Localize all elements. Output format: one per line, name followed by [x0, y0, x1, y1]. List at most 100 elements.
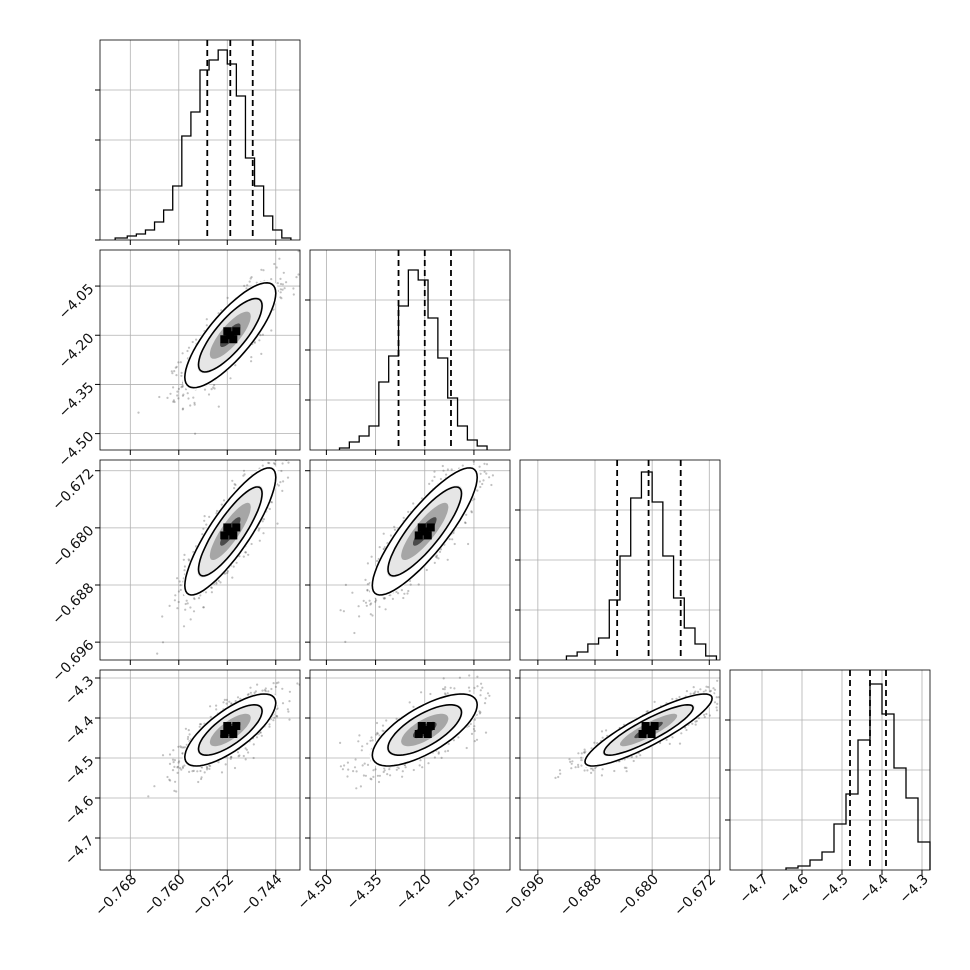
panel-frame: [99, 669, 301, 871]
scatter-point: [479, 711, 482, 714]
scatter-point: [272, 682, 275, 685]
scatter-point: [187, 558, 190, 561]
scatter-point: [472, 460, 475, 463]
scatter-point: [203, 388, 207, 391]
y-tick-label: −4.5: [62, 753, 97, 788]
scatter-point: [172, 386, 175, 389]
scatter-point: [234, 700, 237, 703]
density-core: [232, 327, 241, 336]
scatter-point: [292, 287, 295, 290]
histogram-step: [565, 471, 718, 660]
scatter-point: [488, 445, 490, 447]
scatter-point: [202, 606, 205, 609]
scatter-point: [485, 472, 488, 475]
scatter-point: [181, 385, 184, 388]
scatter-point: [397, 767, 400, 770]
scatter-point: [213, 384, 216, 387]
scatter-point: [186, 349, 189, 353]
scatter-point: [229, 757, 232, 761]
scatter-point: [346, 775, 349, 778]
scatter-point: [233, 483, 236, 486]
scatter-point: [205, 318, 208, 321]
scatter-point: [193, 403, 196, 406]
scatter-point: [226, 571, 229, 575]
scatter-point: [366, 589, 369, 592]
scatter-point: [484, 731, 488, 734]
panel-frame: [99, 459, 301, 661]
scatter-point: [262, 518, 266, 521]
scatter-point: [425, 568, 428, 572]
scatter-point: [441, 464, 444, 468]
scatter-point: [364, 601, 368, 604]
scatter-point: [259, 334, 262, 337]
scatter-point: [189, 404, 192, 407]
scatter-point: [401, 775, 404, 778]
scatter-point: [254, 690, 257, 693]
scatter-point: [187, 397, 190, 400]
scatter-point: [242, 474, 245, 477]
scatter-point: [181, 752, 184, 755]
scatter-point: [484, 697, 487, 700]
scatter-point: [261, 520, 264, 523]
scatter-point: [435, 556, 438, 559]
scatter-point: [431, 479, 434, 482]
density-core: [229, 335, 238, 344]
scatter-point: [473, 729, 476, 733]
scatter-point: [180, 746, 183, 749]
scatter-point: [232, 565, 235, 568]
scatter-point: [479, 689, 482, 692]
scatter-point: [451, 538, 454, 541]
scatter-point: [281, 462, 284, 465]
scatter-point: [366, 742, 369, 745]
scatter-panel-3-1: −0.696−0.688−0.680−0.672: [49, 455, 301, 685]
scatter-point: [176, 771, 179, 775]
scatter-point: [279, 296, 282, 299]
scatter-point: [292, 293, 295, 296]
scatter-point: [401, 770, 404, 773]
scatter-point: [177, 397, 180, 400]
scatter-point: [446, 468, 449, 471]
scatter-point: [230, 756, 233, 759]
scatter-point: [452, 739, 455, 742]
scatter-point: [467, 542, 470, 546]
scatter-point: [434, 555, 437, 558]
scatter-point: [417, 583, 420, 586]
density-core: [229, 730, 238, 738]
scatter-point: [186, 392, 189, 395]
scatter-point: [286, 476, 290, 479]
scatter-point: [395, 768, 398, 771]
scatter-point: [217, 761, 220, 764]
scatter-point: [481, 686, 484, 689]
scatter-point: [263, 689, 266, 692]
scatter-point: [473, 498, 476, 501]
scatter-point: [370, 736, 373, 739]
scatter-point: [365, 604, 368, 607]
scatter-point: [267, 461, 270, 464]
density-core: [423, 531, 432, 540]
panel-frame: [99, 249, 301, 451]
scatter-point: [376, 774, 379, 777]
scatter-point: [344, 583, 347, 587]
scatter-point: [361, 764, 364, 767]
scatter-point: [478, 712, 481, 715]
scatter-point: [212, 386, 215, 389]
scatter-point: [468, 689, 471, 693]
scatter-point: [421, 766, 424, 769]
scatter-point: [158, 395, 161, 399]
scatter-point: [177, 361, 180, 364]
scatter-point: [262, 532, 265, 535]
scatter-point: [253, 691, 256, 694]
scatter-point: [459, 457, 461, 459]
scatter-point: [433, 475, 436, 478]
scatter-point: [496, 446, 498, 448]
scatter-point: [273, 455, 275, 457]
scatter-point: [375, 599, 378, 602]
scatter-point: [226, 570, 229, 573]
scatter-point: [252, 756, 255, 760]
scatter-point: [191, 340, 194, 344]
scatter-point: [267, 246, 269, 248]
scatter-point: [175, 365, 178, 368]
scatter-point: [186, 602, 189, 605]
scatter-point: [395, 590, 398, 594]
